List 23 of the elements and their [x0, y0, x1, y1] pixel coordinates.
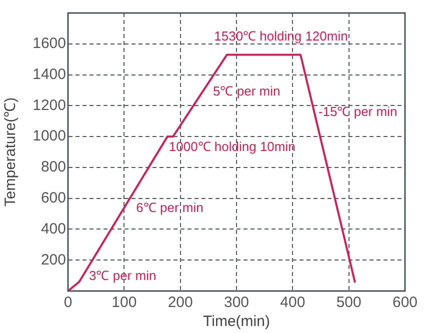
y-tick-label: 600	[40, 189, 66, 206]
x-tick-label: 500	[336, 294, 362, 312]
annotation: -15℃ per min	[318, 104, 398, 120]
annotation: 1530℃ holding 120min	[214, 28, 348, 44]
x-tick-label: 0	[64, 294, 72, 312]
annotation: 1000℃ holding 10min	[168, 138, 296, 154]
annotation: 3℃ per min	[88, 268, 156, 283]
y-axis-title: Temperature(℃)	[2, 97, 20, 207]
x-tick-label: 300	[224, 294, 250, 312]
y-tick-label: 1600	[32, 35, 66, 52]
x-tick-label: 200	[168, 294, 193, 312]
y-tick-label: 800	[40, 158, 66, 176]
y-tick-label: 1000	[32, 128, 66, 145]
y-tick-label: 1400	[32, 66, 66, 83]
x-tick-label: 100	[112, 294, 137, 312]
annotation: 5℃ per min	[213, 83, 280, 98]
x-tick-label: 600	[392, 294, 418, 312]
annotation: 6℃ per min	[136, 200, 204, 216]
y-tick-label: 1200	[32, 96, 66, 114]
y-tick-label: 400	[40, 220, 66, 238]
y-tick-label: 200	[40, 251, 66, 268]
x-axis-title: Time(min)	[203, 313, 270, 330]
x-tick-label: 400	[280, 294, 306, 312]
